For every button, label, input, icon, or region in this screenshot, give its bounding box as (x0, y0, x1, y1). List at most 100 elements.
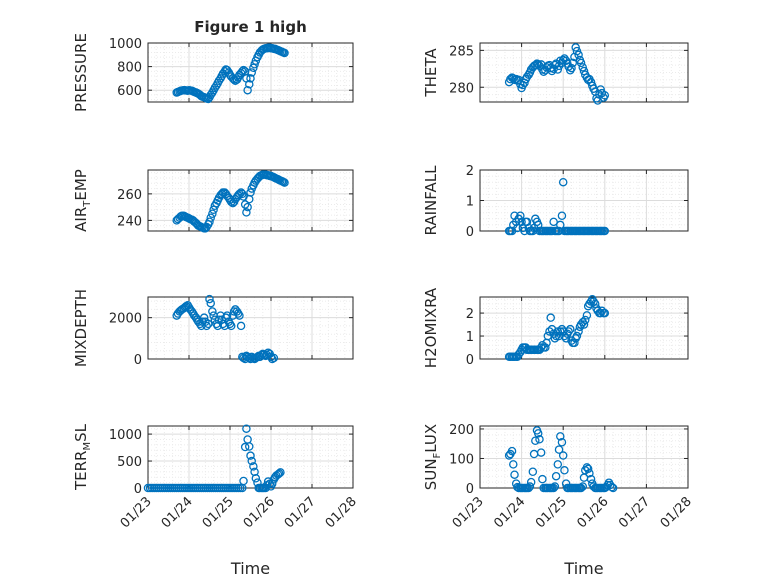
data-point (280, 178, 289, 187)
axes-box (479, 296, 689, 360)
data-point (238, 67, 247, 76)
data-point (525, 482, 535, 491)
data-point (557, 437, 567, 447)
data-point (586, 474, 596, 484)
data-series (143, 424, 285, 493)
data-point (556, 220, 565, 230)
data-point (246, 451, 255, 460)
x-tick-label: 01/24 (491, 494, 528, 531)
data-point (228, 74, 238, 83)
data-point (206, 298, 215, 308)
data-point (517, 217, 526, 227)
y-axis-label: AIRTEMP (72, 169, 93, 232)
data-point (582, 311, 592, 320)
data-point (240, 200, 250, 209)
data-point (566, 324, 575, 334)
y-tick-label: 600 (117, 84, 142, 99)
data-point (205, 294, 214, 304)
subplot-5: 0 2000 MIXDEPTH (72, 289, 354, 368)
data-point (557, 211, 567, 220)
y-axis-label: MIXDEPTH (72, 289, 90, 367)
data-point (208, 307, 217, 316)
data-point (583, 464, 593, 474)
data-point (535, 435, 544, 444)
data-point (250, 59, 259, 69)
data-point (533, 429, 543, 438)
y-axis-label: H2OMIXRA (422, 287, 440, 368)
data-point (554, 445, 564, 454)
data-point (235, 311, 244, 320)
data-point (533, 60, 543, 69)
data-point (229, 75, 239, 84)
data-point (246, 188, 255, 197)
x-tick-label: 01/27 (282, 494, 319, 531)
data-point (528, 467, 538, 477)
data-point (538, 474, 547, 484)
y-tick-label: 500 (117, 455, 142, 470)
data-point (576, 58, 586, 68)
y-tick-label: 0 (466, 225, 474, 240)
data-point (536, 448, 546, 457)
data-point (246, 74, 255, 83)
y-tick-label: 800 (117, 61, 142, 76)
data-point (280, 48, 289, 58)
data-point (251, 474, 261, 483)
x-tick-label: 01/27 (616, 494, 653, 531)
data-point (571, 43, 580, 52)
grid-lines (148, 297, 353, 359)
subplot-1: 600 800 1000 PRESSURE Figure 1 high (72, 18, 354, 112)
figure-title: Figure 1 high (194, 18, 307, 36)
y-tick-label: 0 (466, 482, 474, 497)
data-point (202, 321, 211, 331)
axes-box (147, 169, 354, 232)
x-axis-label: Time (230, 559, 270, 578)
x-tick-label: 01/23 (118, 494, 155, 531)
grid-lines (480, 43, 688, 102)
y-tick-label: 240 (117, 214, 142, 229)
data-series (504, 295, 610, 361)
axes-box (147, 425, 354, 489)
data-point (226, 321, 236, 331)
data-point (245, 442, 254, 451)
y-axis-label: SUNFLUX (422, 424, 443, 490)
data-point (545, 327, 554, 336)
subplot-3: 240 260 AIRTEMP (72, 169, 354, 233)
data-point (589, 297, 598, 306)
data-series (172, 294, 279, 364)
y-tick-label: 200 (449, 423, 474, 438)
data-point (531, 436, 540, 446)
data-point (253, 478, 262, 487)
data-point (240, 442, 250, 452)
data-point (245, 80, 254, 89)
data-point (249, 63, 258, 73)
y-axis-label: THETA (422, 48, 440, 98)
data-point (581, 315, 590, 325)
data-point (243, 85, 252, 95)
y-tick-label: 2 (466, 307, 474, 322)
data-point (513, 223, 522, 233)
data-point (247, 456, 256, 466)
data-point (199, 313, 209, 322)
data-point (576, 483, 586, 493)
data-point (572, 331, 582, 341)
data-point (607, 482, 617, 492)
data-point (509, 460, 518, 469)
y-tick-label: 0 (134, 482, 142, 497)
x-tick-label: 01/25 (533, 494, 570, 531)
axes-box (479, 42, 689, 103)
data-point (249, 462, 258, 471)
data-point (576, 320, 586, 329)
x-tick-label: 01/26 (241, 494, 278, 531)
data-point (560, 466, 569, 475)
data-point (600, 226, 610, 236)
x-tick-label: 01/23 (450, 494, 487, 531)
data-series (504, 426, 618, 493)
data-point (204, 94, 213, 104)
data-point (274, 469, 284, 478)
y-axis-label: PRESSURE (72, 33, 90, 112)
data-series (172, 43, 289, 104)
data-point (510, 470, 519, 479)
data-point (551, 471, 561, 481)
y-tick-label: 2000 (109, 312, 142, 327)
data-point (549, 217, 558, 227)
